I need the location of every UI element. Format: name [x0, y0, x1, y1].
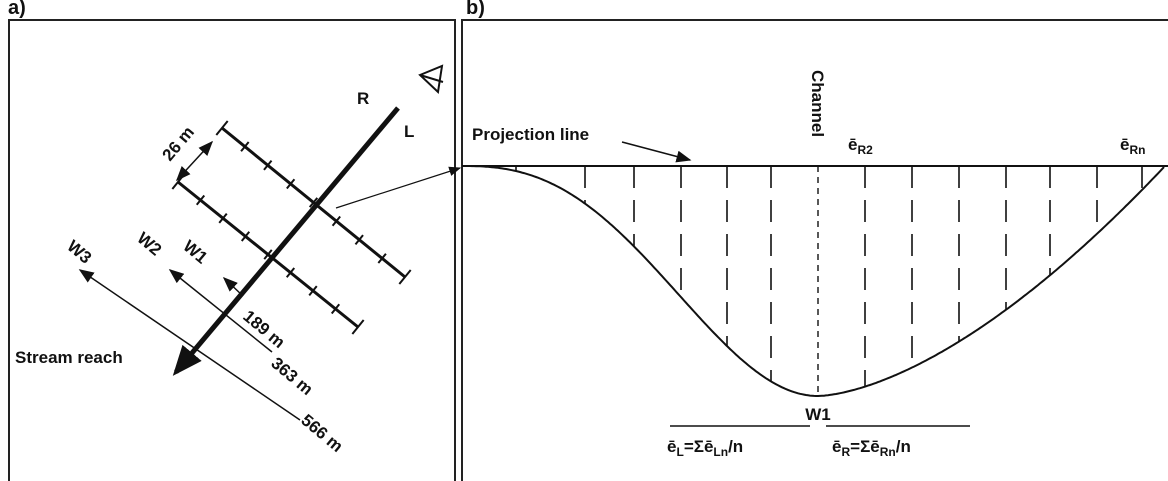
tick [285, 267, 296, 278]
profile-curve [462, 165, 1165, 397]
stream-label: Stream reach [15, 348, 123, 367]
stream-line [172, 106, 400, 376]
bank-label: L [404, 122, 414, 141]
tick [240, 231, 251, 242]
tick [218, 212, 228, 224]
spacing-arrow [175, 140, 214, 182]
formula: ēL=ΣēLn/n [667, 437, 743, 459]
tick [330, 303, 341, 315]
transect-arrow [78, 269, 301, 421]
tick [331, 215, 341, 227]
channel-label: Channel [808, 70, 827, 137]
tick [286, 178, 296, 190]
tick [195, 194, 206, 206]
tick [377, 253, 387, 264]
tick [398, 269, 412, 285]
label-arrow [621, 141, 692, 163]
bank-term: ēRn [1120, 135, 1145, 157]
tick [308, 285, 318, 297]
profile [462, 165, 1165, 397]
projection-arrow [335, 166, 462, 209]
transect-name: W3 [63, 237, 95, 268]
transects [171, 120, 412, 335]
tick [240, 141, 250, 152]
transect-arrow [222, 276, 244, 297]
transect-distance: 363 m [267, 354, 316, 400]
formula: ēR=ΣēRn/n [832, 437, 911, 459]
transect-label: W1 [805, 405, 831, 424]
tick [215, 120, 229, 136]
transect-arrow [168, 269, 273, 353]
tick [308, 197, 319, 208]
transect-name: W1 [179, 237, 211, 268]
tick [263, 249, 273, 260]
tick [354, 234, 364, 246]
tick [351, 319, 365, 335]
panel-frame [461, 19, 1168, 481]
transect-distance: 566 m [297, 411, 346, 457]
projection-label: Projection line [472, 125, 589, 144]
viewer-icon [418, 64, 444, 95]
bank-label: R [357, 89, 369, 108]
transect-name: W2 [133, 229, 165, 260]
panel-label: a) [8, 0, 26, 19]
panel-frame [8, 19, 456, 481]
panel-label: b) [466, 0, 485, 19]
bank-term: ēR2 [848, 135, 873, 157]
spacing-label: 26 m [159, 123, 198, 165]
tick [263, 159, 273, 171]
